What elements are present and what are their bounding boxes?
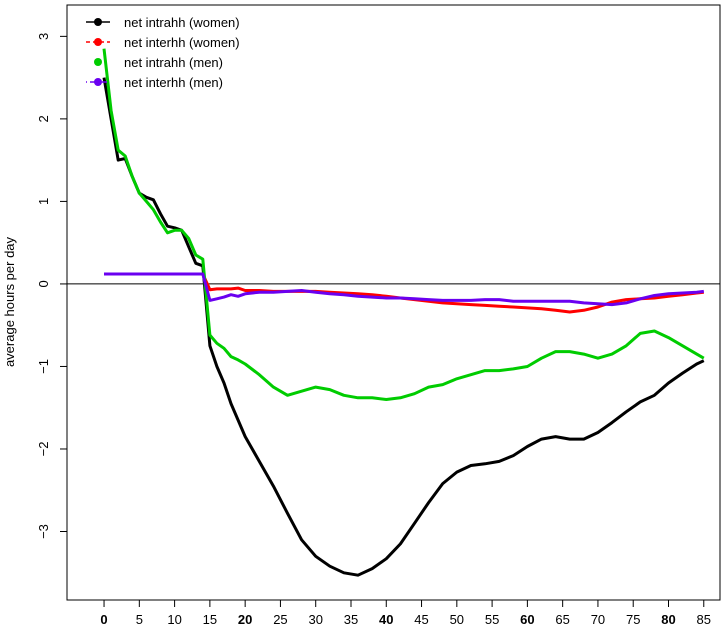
x-tick-label: 5 [136,612,143,627]
legend-marker [94,18,102,26]
x-tick-label: 30 [308,612,322,627]
x-tick-label: 75 [626,612,640,627]
legend-marker [94,58,102,66]
y-tick-label: 3 [36,33,51,40]
x-tick-label: 35 [344,612,358,627]
legend-marker [94,78,102,86]
x-tick-label: 25 [273,612,287,627]
legend-label: net interhh (men) [124,75,223,90]
x-tick-label: 55 [485,612,499,627]
x-tick-label: 15 [203,612,217,627]
x-tick-label: 60 [520,612,534,627]
x-tick-label: 20 [238,612,252,627]
y-tick-label: 1 [36,198,51,205]
x-tick-label: 85 [697,612,711,627]
y-tick-label: 0 [36,280,51,287]
x-tick-label: 70 [591,612,605,627]
x-tick-label: 80 [661,612,675,627]
x-tick-label: 65 [555,612,569,627]
series-line [102,77,705,577]
y-tick-label: 2 [36,115,51,122]
legend-label: net intrahh (women) [124,15,240,30]
legend-label: net intrahh (men) [124,55,223,70]
x-tick-label: 45 [414,612,428,627]
y-tick-label: −2 [36,442,51,457]
legend-marker [94,38,102,46]
x-tick-label: 0 [100,612,107,627]
series-line [104,272,704,307]
y-tick-label: −1 [36,359,51,374]
x-tick-label: 40 [379,612,393,627]
series-line [104,272,704,314]
legend-label: net interhh (women) [124,35,240,50]
x-tick-label: 10 [167,612,181,627]
x-tick-label: 50 [450,612,464,627]
y-axis-label: average hours per day [2,236,17,367]
series-line [102,48,705,401]
plot-frame [66,4,721,601]
y-tick-label: −3 [36,524,51,539]
